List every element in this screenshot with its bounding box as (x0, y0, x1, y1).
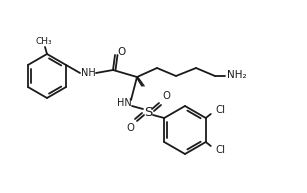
Text: Cl: Cl (216, 105, 226, 115)
Text: O: O (126, 123, 134, 133)
Text: S: S (144, 106, 152, 119)
Text: O: O (162, 91, 170, 101)
Text: NH₂: NH₂ (227, 70, 247, 80)
Text: O: O (117, 47, 125, 57)
Text: NH: NH (81, 68, 95, 78)
Text: Cl: Cl (216, 145, 226, 155)
Text: CH₃: CH₃ (36, 37, 52, 47)
Text: HN: HN (117, 98, 131, 108)
